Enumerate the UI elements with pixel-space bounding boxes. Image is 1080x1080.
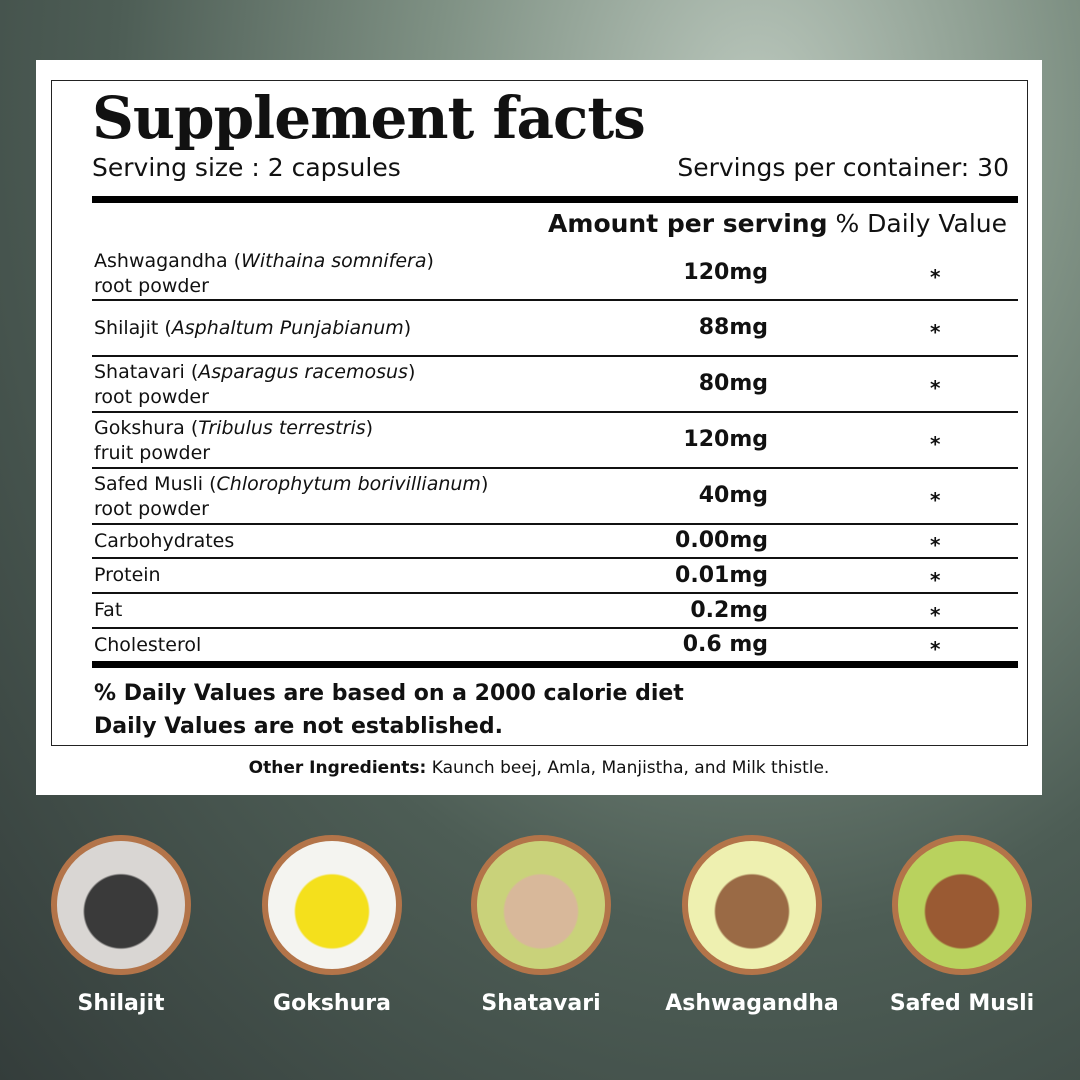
name-text: Shatavari ( xyxy=(94,361,199,383)
herb-image xyxy=(51,835,191,975)
table-row: Ashwagandha (Withaina somnifera) root pow… xyxy=(92,246,1018,301)
ingredient-name: Shilajit (Asphaltum Punjabianum) xyxy=(94,316,411,341)
ingredient-form: root powder xyxy=(94,275,209,297)
ingredient-name: Fat xyxy=(94,598,122,623)
other-ingredients-text: Kaunch beej, Amla, Manjistha, and Milk t… xyxy=(426,758,830,778)
ingredient-name: Carbohydrates xyxy=(94,529,234,554)
herb-label: Shilajit xyxy=(77,991,165,1016)
table-row: Safed Musli (Chlorophytum borivillianum)… xyxy=(92,469,1018,525)
daily-value: * xyxy=(930,432,941,456)
latin-name: Tribulus terrestris xyxy=(198,417,366,439)
name-close: ) xyxy=(480,473,489,495)
name-close: ) xyxy=(407,361,416,383)
other-ingredients: Other Ingredients: Kaunch beej, Amla, Ma… xyxy=(36,758,1042,778)
latin-name: Withaina somnifera xyxy=(241,250,427,272)
name-text: Protein xyxy=(94,564,161,586)
daily-value: * xyxy=(930,376,941,400)
herb-image xyxy=(682,835,822,975)
name-close: ) xyxy=(403,316,412,339)
latin-name: Asphaltum Punjabianum xyxy=(171,316,404,339)
table-row: Shatavari (Asparagus racemosus) root powd… xyxy=(92,357,1018,413)
amount: 120mg xyxy=(683,427,768,452)
page-title: Supplement facts xyxy=(92,84,646,152)
amount: 80mg xyxy=(698,371,768,396)
herb-gokshura: Gokshura xyxy=(262,835,402,1016)
daily-value: * xyxy=(930,533,941,557)
table-row: Protein 0.01mg * xyxy=(92,559,1018,594)
name-text: Safed Musli ( xyxy=(94,473,217,495)
daily-value: * xyxy=(930,567,941,592)
footnote: % Daily Values are based on a 2000 calor… xyxy=(94,681,684,706)
herb-label: Safed Musli xyxy=(889,991,1035,1016)
daily-value: * xyxy=(930,264,941,289)
table-row: Carbohydrates 0.00mg * xyxy=(92,525,1018,559)
herb-label: Gokshura xyxy=(273,991,391,1016)
amount: 40mg xyxy=(698,483,768,508)
name-text: Fat xyxy=(94,599,123,621)
amount: 0.01mg xyxy=(675,562,768,588)
ingredient-name: Shatavari (Asparagus racemosus) root powd… xyxy=(94,360,415,410)
name-text: Carbohydrates xyxy=(94,529,235,552)
serving-size: Serving size : 2 capsules xyxy=(92,153,401,182)
amount: 88mg xyxy=(698,315,768,340)
latin-name: Asparagus racemosus xyxy=(198,361,408,383)
name-close: ) xyxy=(365,417,374,439)
daily-value: * xyxy=(930,602,941,627)
servings-per-container: Servings per container: 30 xyxy=(677,153,1009,182)
footnote: Daily Values are not established. xyxy=(94,714,503,739)
name-text: Gokshura ( xyxy=(94,417,199,439)
ingredient-name: Safed Musli (Chlorophytum borivillianum)… xyxy=(94,472,488,522)
name-text: Shilajit ( xyxy=(94,316,172,339)
herb-image xyxy=(471,835,611,975)
ingredient-name: Gokshura (Tribulus terrestris) fruit powd… xyxy=(94,416,373,466)
ingredient-name: Ashwagandha (Withaina somnifera) root pow… xyxy=(94,249,434,299)
herb-safed-musli: Safed Musli xyxy=(890,835,1034,1016)
divider xyxy=(92,196,1018,203)
amount: 0.00mg xyxy=(675,528,768,553)
herb-image xyxy=(262,835,402,975)
table-row: Cholesterol 0.6 mg * xyxy=(92,629,1018,663)
name-close: ) xyxy=(426,250,434,272)
amount: 120mg xyxy=(683,259,768,285)
herb-label: Ashwagandha xyxy=(665,991,839,1016)
ingredient-name: Protein xyxy=(94,563,161,588)
herb-shilajit: Shilajit xyxy=(51,835,191,1016)
table-row: Gokshura (Tribulus terrestris) fruit powd… xyxy=(92,413,1018,469)
daily-value: * xyxy=(930,637,941,661)
amount: 0.6 mg xyxy=(682,632,768,657)
latin-name: Chlorophytum borivillianum xyxy=(216,473,481,495)
amount-header: Amount per serving xyxy=(548,209,828,238)
column-header: Amount per serving % Daily Value xyxy=(548,209,1007,239)
name-text: Cholesterol xyxy=(94,633,202,656)
supplement-facts-card: Supplement facts Serving size : 2 capsul… xyxy=(36,60,1042,795)
daily-value: * xyxy=(930,488,941,512)
ingredient-form: fruit powder xyxy=(94,442,211,464)
herb-ashwagandha: Ashwagandha xyxy=(665,835,839,1016)
dv-header: % Daily Value xyxy=(835,209,1007,238)
herb-label: Shatavari xyxy=(481,991,601,1016)
amount: 0.2mg xyxy=(690,597,768,623)
divider xyxy=(92,661,1018,668)
other-ingredients-label: Other Ingredients: xyxy=(248,758,427,778)
herb-image xyxy=(892,835,1032,975)
daily-value: * xyxy=(930,320,941,344)
name-text: Ashwagandha ( xyxy=(94,250,242,272)
herb-shatavari: Shatavari xyxy=(471,835,611,1016)
ingredient-form: root powder xyxy=(94,498,209,520)
ingredient-form: root powder xyxy=(94,386,209,408)
facts-panel: Supplement facts Serving size : 2 capsul… xyxy=(51,80,1028,746)
table-row: Shilajit (Asphaltum Punjabianum) 88mg * xyxy=(92,301,1018,357)
ingredient-name: Cholesterol xyxy=(94,633,201,658)
table-row: Fat 0.2mg * xyxy=(92,594,1018,629)
